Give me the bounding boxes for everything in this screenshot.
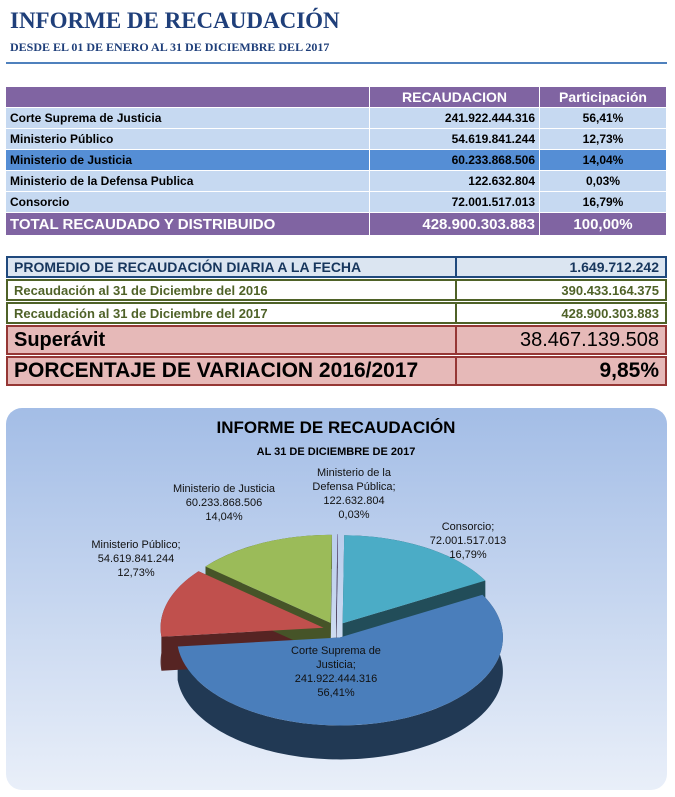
pie-label: Corte Suprema de Justicia; 241.922.444.31… xyxy=(276,644,396,700)
cell: 100,00% xyxy=(540,213,667,236)
cell: 1.649.712.242 xyxy=(569,259,659,275)
summary-row: Recaudación al 31 de Diciembre del 2016 3… xyxy=(6,279,667,301)
cell: PROMEDIO DE RECAUDACIÓN DIARIA A LA FECH… xyxy=(8,258,457,276)
pie-label-amount: 54.619.841.244 xyxy=(97,553,175,565)
cell: Recaudación al 31 de Diciembre del 2016 xyxy=(8,281,457,299)
cell: 428.900.303.883 xyxy=(561,305,659,321)
cell: Ministerio de Justicia xyxy=(6,150,370,171)
table-row: Consorcio 72.001.517.013 16,79% xyxy=(6,192,667,213)
pie-label-value: 56,41% xyxy=(317,687,355,699)
table-header: RECAUDACION Participación xyxy=(6,87,667,108)
cell: 428.900.303.883 xyxy=(370,213,540,236)
pie-label-value: 0,03% xyxy=(338,509,370,521)
pie-label-value: 12,73% xyxy=(117,567,155,579)
cell: TOTAL RECAUDADO Y DISTRIBUIDO xyxy=(6,213,370,236)
pie-label-category: Corte Suprema de Justicia; xyxy=(291,645,381,671)
table-row: Ministerio de la Defensa Publica 122.632.… xyxy=(6,171,667,192)
column-header: RECAUDACION xyxy=(370,87,540,108)
pie-label: Ministerio de Justicia 60.233.868.506 14,0… xyxy=(159,482,289,524)
cell: Corte Suprema de Justicia xyxy=(6,108,370,129)
summary-row: PORCENTAJE DE VARIACION 2016/2017 9,85% xyxy=(6,356,667,386)
subtitle: DESDE EL 01 DE ENERO AL 31 DE DICIEMBRE … xyxy=(10,40,330,54)
cell: 56,41% xyxy=(540,108,667,129)
table-row: Ministerio de Justicia 60.233.868.506 14,0… xyxy=(6,150,667,171)
chart-box: INFORME DE RECAUDACIÓN AL 31 DE DICIEMBR… xyxy=(6,408,667,790)
cell: Recaudación al 31 de Diciembre del 2017 xyxy=(8,304,457,322)
cell: PORCENTAJE DE VARIACION 2016/2017 xyxy=(8,358,457,384)
pie-label-value: 14,04% xyxy=(205,511,243,523)
cell: 9,85% xyxy=(599,359,659,382)
cell: 241.922.444.316 xyxy=(370,108,540,129)
pie-label-amount: 60.233.868.506 xyxy=(185,497,263,509)
pie-slice xyxy=(177,594,503,726)
pie-label: Ministerio Público; 54.619.841.244 12,73% xyxy=(71,538,201,580)
table-total: TOTAL RECAUDADO Y DISTRIBUIDO 428.900.303… xyxy=(6,213,667,236)
pie-slice xyxy=(205,534,332,623)
cell: 0,03% xyxy=(540,171,667,192)
cell: 390.433.164.375 xyxy=(561,282,659,298)
cell: Superávit xyxy=(8,327,457,353)
column-header: Participación xyxy=(540,87,667,108)
cell: Ministerio Público xyxy=(6,129,370,150)
pie-wall xyxy=(336,534,338,657)
pie-label-category: Ministerio Público; xyxy=(91,539,181,551)
cell: 72.001.517.013 xyxy=(370,192,540,213)
cell: 60.233.868.506 xyxy=(370,150,540,171)
pie-slice xyxy=(160,571,324,637)
title: INFORME DE RECAUDACIÓN xyxy=(10,8,340,33)
summary-row: Recaudación al 31 de Diciembre del 2017 4… xyxy=(6,302,667,324)
pie-label-amount: 241.922.444.316 xyxy=(294,673,378,685)
cell: 12,73% xyxy=(540,129,667,150)
pie-label-category: Ministerio de la Defensa Pública; xyxy=(312,467,396,493)
pie-side xyxy=(177,594,503,760)
pie-label: Ministerio de la Defensa Pública; 122.632… xyxy=(306,466,402,522)
table-row: Corte Suprema de Justicia 241.922.444.316… xyxy=(6,108,667,129)
summary-row: Superávit 38.467.139.508 xyxy=(6,325,667,355)
pie-label-value: 16,79% xyxy=(449,549,487,561)
chart-subtitle: AL 31 DE DICIEMBRE DE 2017 xyxy=(257,446,416,458)
rule xyxy=(6,62,667,64)
pie-label: Consorcio; 72.001.517.013 16,79% xyxy=(413,520,523,562)
pie-tops xyxy=(160,534,503,726)
pie-label-category: Ministerio de Justicia xyxy=(172,483,276,495)
summary-row: PROMEDIO DE RECAUDACIÓN DIARIA A LA FECH… xyxy=(6,256,667,278)
table-row: Ministerio Público 54.619.841.244 12,73% xyxy=(6,129,667,150)
pie-slice xyxy=(336,534,338,623)
cell: 14,04% xyxy=(540,150,667,171)
cell: 54.619.841.244 xyxy=(370,129,540,150)
cell: Consorcio xyxy=(6,192,370,213)
pie-label-amount: 122.632.804 xyxy=(323,495,385,507)
cell: 38.467.139.508 xyxy=(519,328,659,351)
cell: 16,79% xyxy=(540,192,667,213)
cell xyxy=(6,87,370,108)
cell: Ministerio de la Defensa Publica xyxy=(6,171,370,192)
chart-title: INFORME DE RECAUDACIÓN xyxy=(217,418,456,437)
pie-label-category: Consorcio; xyxy=(441,521,495,533)
pie-label-amount: 72.001.517.013 xyxy=(429,535,507,547)
pie-slice xyxy=(342,535,486,624)
cell: 122.632.804 xyxy=(370,171,540,192)
pie-chart: INFORME DE RECAUDACIÓN AL 31 DE DICIEMBR… xyxy=(160,418,503,760)
